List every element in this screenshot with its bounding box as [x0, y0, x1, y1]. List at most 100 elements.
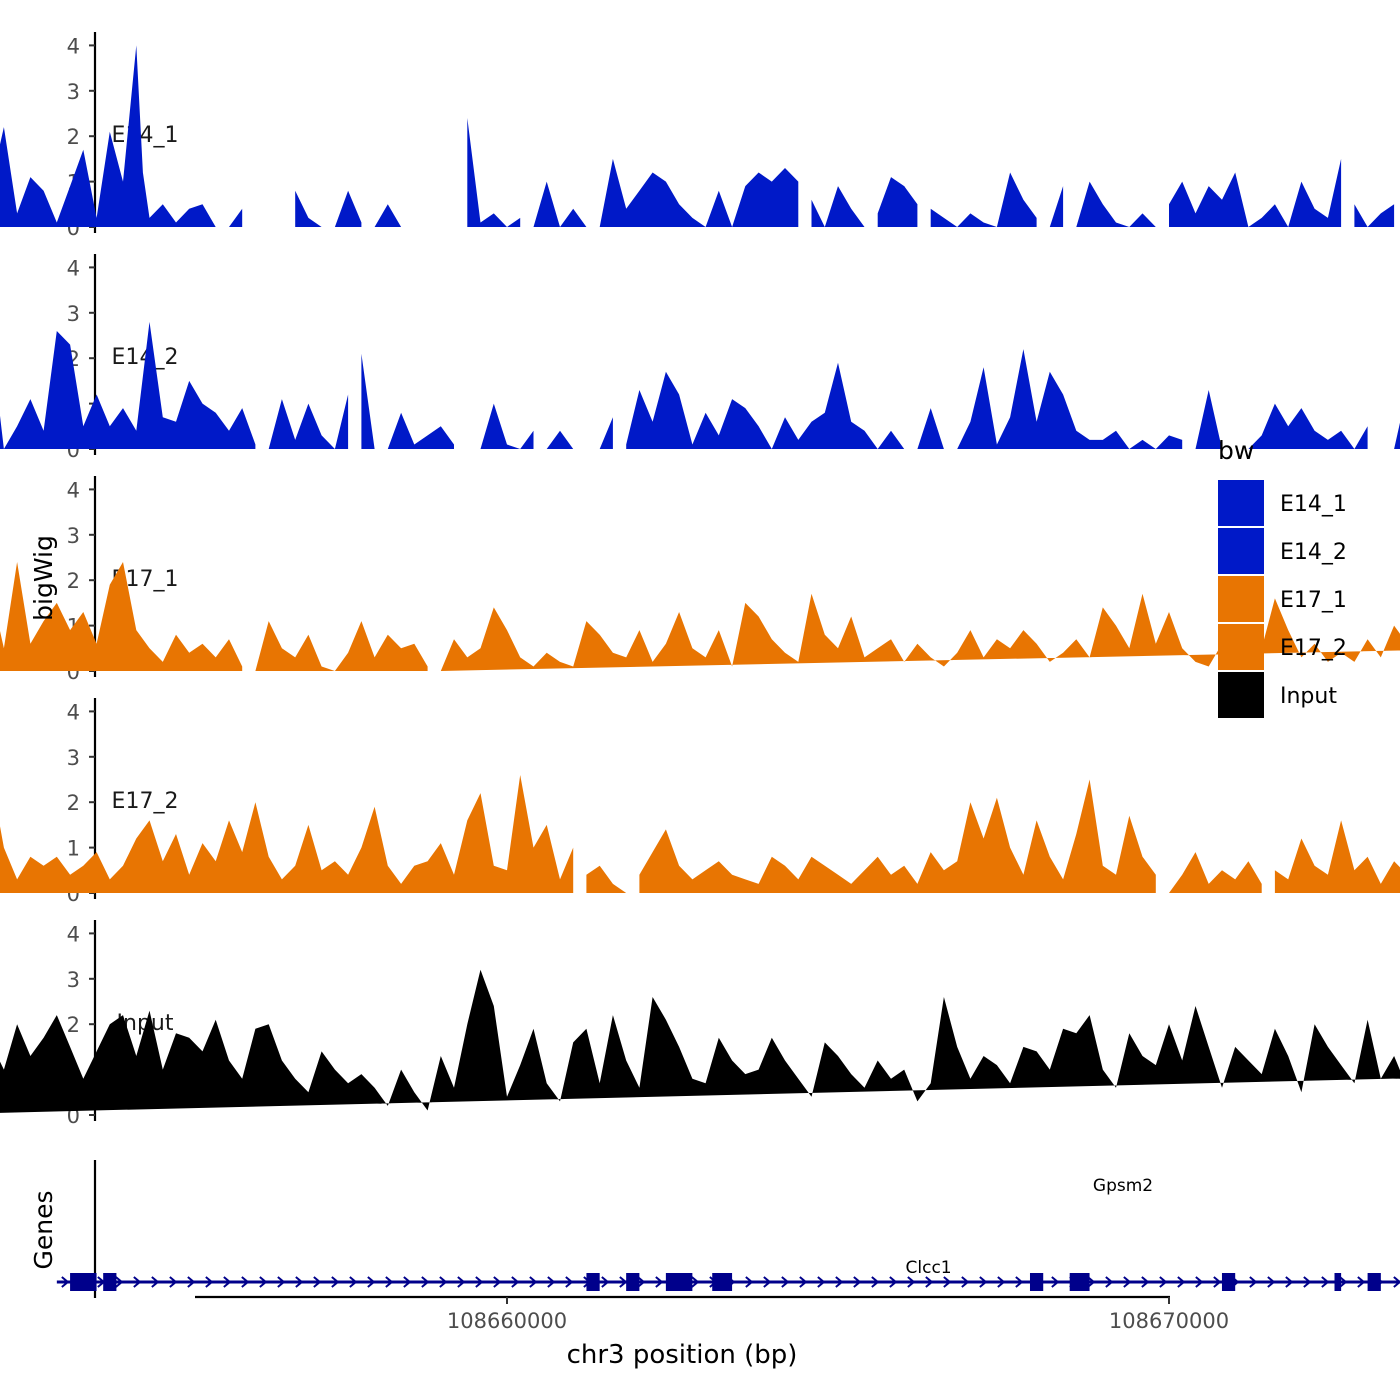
- strand-arrow: [799, 1276, 808, 1288]
- exon: [586, 1273, 600, 1291]
- strand-arrow: [403, 1276, 412, 1288]
- strand-arrow: [133, 1276, 142, 1288]
- strand-arrow: [1339, 1276, 1348, 1288]
- strand-arrow: [835, 1276, 844, 1288]
- gene-label: Clcc1: [906, 1258, 952, 1278]
- legend-title: bw: [1218, 436, 1254, 465]
- signal-area: [361, 353, 454, 449]
- track-panel-e14-1: 01234E14_1: [0, 32, 1395, 240]
- strand-arrow: [1051, 1276, 1060, 1288]
- strand-arrow: [439, 1276, 448, 1288]
- y-tick-label: 4: [67, 922, 80, 946]
- signal-area: [586, 417, 613, 449]
- exon: [70, 1273, 97, 1291]
- y-tick-label: 3: [67, 968, 80, 992]
- signal-area: [467, 118, 521, 227]
- strand-arrow: [745, 1276, 754, 1288]
- signal-area: [0, 969, 1400, 1113]
- gene-gpsm2: Gpsm2: [1093, 1176, 1153, 1196]
- signal-area: [0, 321, 256, 449]
- signal-area: [546, 430, 574, 449]
- gene-label: Gpsm2: [1093, 1176, 1153, 1196]
- y-tick-label: 3: [67, 302, 80, 326]
- signal-area: [374, 204, 454, 227]
- strand-arrow: [331, 1276, 340, 1288]
- signal-area: [957, 349, 1183, 449]
- signal-area: [626, 362, 944, 449]
- strand-arrow: [1285, 1276, 1294, 1288]
- y-tick-label: 3: [67, 80, 80, 104]
- legend-label: Input: [1280, 684, 1337, 709]
- strand-arrow: [241, 1276, 250, 1288]
- genes-axis-title: Genes: [29, 1190, 58, 1269]
- y-tick-label: 2: [67, 569, 80, 593]
- y-tick-label: 2: [67, 791, 80, 815]
- legend-label: E14_1: [1280, 492, 1347, 517]
- exon: [1367, 1273, 1381, 1291]
- strand-arrow: [1177, 1276, 1186, 1288]
- strand-arrow: [1213, 1276, 1222, 1288]
- exon: [626, 1273, 640, 1291]
- signal-area: [1380, 422, 1400, 449]
- strand-arrow: [475, 1276, 484, 1288]
- strand-arrow: [457, 1276, 466, 1288]
- exon: [1029, 1273, 1044, 1291]
- signal-area: [467, 403, 534, 449]
- signal-area: [440, 593, 1400, 671]
- exon: [1221, 1273, 1236, 1291]
- strand-arrow: [61, 1276, 70, 1288]
- strand-arrow: [169, 1276, 178, 1288]
- strand-arrow: [511, 1276, 520, 1288]
- strand-arrow: [1087, 1276, 1096, 1288]
- strand-arrow: [871, 1276, 880, 1288]
- exon: [103, 1273, 117, 1291]
- tracks-layer: 01234E14_101234E14_201234E17_101234E17_2…: [0, 32, 1400, 1128]
- strand-arrow: [205, 1276, 214, 1288]
- strand-arrow: [817, 1276, 826, 1288]
- exon: [1069, 1273, 1090, 1291]
- strand-arrow: [565, 1276, 574, 1288]
- strand-arrow: [853, 1276, 862, 1288]
- signal-area: [639, 779, 1156, 893]
- strand-arrow: [1195, 1276, 1204, 1288]
- y-tick-label: 2: [67, 1013, 80, 1037]
- gene-clcc1: Clcc1: [56, 1258, 1400, 1291]
- strand-arrow: [781, 1276, 790, 1288]
- x-axis-title: chr3 position (bp): [567, 1340, 798, 1370]
- genes-layer: Clcc1 Gpsm2: [56, 1160, 1400, 1298]
- strand-arrow: [1267, 1276, 1276, 1288]
- signal-area: [811, 186, 865, 227]
- signal-area: [1169, 158, 1342, 227]
- strand-arrow: [763, 1276, 772, 1288]
- strand-arrow: [277, 1276, 286, 1288]
- signal-area: [268, 394, 349, 449]
- strand-arrow: [367, 1276, 376, 1288]
- strand-arrow: [1015, 1276, 1024, 1288]
- track-label: E14_1: [112, 123, 179, 148]
- legend-label: E17_1: [1280, 588, 1347, 613]
- strand-arrow: [493, 1276, 502, 1288]
- strand-arrow: [637, 1276, 646, 1288]
- signal-area: [1354, 204, 1395, 227]
- strand-arrow: [547, 1276, 556, 1288]
- strand-arrow: [1141, 1276, 1150, 1288]
- strand-arrow: [529, 1276, 538, 1288]
- x-tick-label: 108660000: [447, 1309, 567, 1333]
- signal-area: [1076, 181, 1156, 227]
- strand-arrow: [1303, 1276, 1312, 1288]
- strand-arrow: [907, 1276, 916, 1288]
- strand-arrow: [115, 1276, 124, 1288]
- strand-arrow: [601, 1276, 610, 1288]
- y-tick-label: 4: [67, 34, 80, 58]
- strand-arrow: [1123, 1276, 1132, 1288]
- y-tick-label: 1: [67, 837, 80, 861]
- signal-area: [0, 562, 243, 671]
- strand-arrow: [943, 1276, 952, 1288]
- exon: [1334, 1273, 1342, 1291]
- signal-area: [533, 158, 799, 227]
- y-tick-label: 4: [67, 256, 80, 280]
- strand-arrow: [889, 1276, 898, 1288]
- strand-arrow: [925, 1276, 934, 1288]
- y-tick-label: 4: [67, 700, 80, 724]
